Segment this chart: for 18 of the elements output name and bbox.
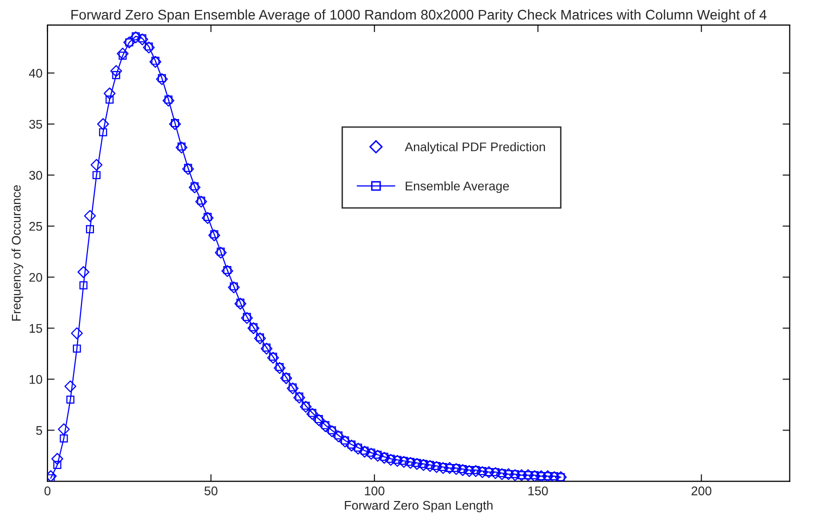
chart-title: Forward Zero Span Ensemble Average of 1000 Random 80x2000 Parity Check Matrices with Column Weight of 4	[71, 9, 767, 22]
y-tick-label: 10	[30, 375, 42, 384]
x-tick-label: 0	[44, 486, 50, 496]
y-tick-label: 40	[29, 68, 42, 78]
y-tick-label: 20	[29, 272, 42, 282]
y-tick-label: 25	[29, 222, 42, 231]
legend-label: Analytical PDF Prediction	[404, 142, 545, 154]
x-tick-label: 50	[204, 486, 218, 496]
legend-label: Ensemble Average	[406, 181, 509, 193]
x-axis-title: Forward Zero Span Length	[344, 500, 492, 512]
y-tick-label: 5	[36, 426, 42, 435]
y-tick-label: 30	[29, 170, 42, 180]
x-tick-label: 150	[528, 486, 548, 496]
y-axis-title: Frequency of Occurance	[12, 185, 24, 321]
x-tick-label: 200	[692, 486, 712, 496]
x-tick-label: 100	[364, 486, 384, 496]
y-tick-label: 35	[29, 120, 42, 129]
y-tick-label: 15	[30, 324, 42, 333]
